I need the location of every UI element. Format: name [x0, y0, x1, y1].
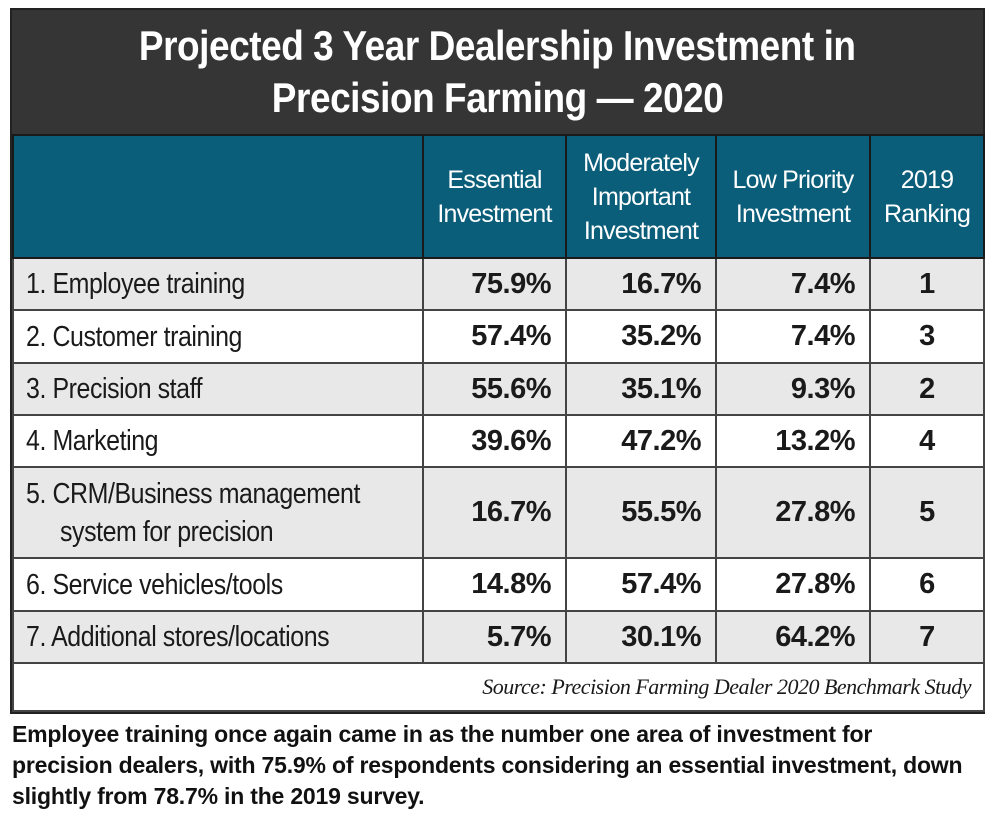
cell-rank_2019: 4: [869, 414, 985, 468]
header-low: Low Priority Investment: [715, 134, 871, 259]
row-label: 4. Marketing: [12, 414, 424, 468]
header-line: Ranking: [883, 199, 971, 228]
cell-essential: 16.7%: [422, 466, 567, 559]
title-line-1: Projected 3 Year Dealership Investment i…: [139, 22, 856, 69]
cell-moderate: 30.1%: [565, 610, 717, 664]
row-label: 1. Employee training: [12, 257, 424, 311]
header-line: Investment: [583, 216, 699, 245]
title-line-2: Precision Farming — 2020: [271, 74, 724, 121]
table-row: 6. Service vehicles/tools 14.8% 57.4% 27.8%…: [12, 557, 985, 612]
caption: Employee training once again came in as …: [12, 721, 963, 809]
header-line: Important: [591, 182, 691, 211]
row-label: 6. Service vehicles/tools: [12, 557, 424, 612]
cell-moderate: 57.4%: [565, 557, 717, 612]
header-moderate: Moderately Important Investment: [565, 134, 717, 259]
investment-table-figure: Projected 3 Year Dealership Investment i…: [10, 8, 985, 714]
cell-low: 7.4%: [715, 309, 871, 364]
table-row: 7. Additional stores/locations 5.7% 30.1% 6…: [12, 610, 985, 664]
row-label-text: 3. Precision staff: [26, 373, 203, 405]
row-label-text: 5. CRM/Business management: [26, 477, 360, 510]
cell-moderate: 16.7%: [565, 257, 717, 311]
table-row: 3. Precision staff 55.6% 35.1% 9.3% 2: [12, 362, 985, 416]
cell-rank_2019: 6: [869, 557, 985, 612]
header-line: Moderately: [583, 148, 699, 177]
row-label: 5. CRM/Business management system for pre…: [12, 466, 424, 559]
source-row: Source: Precision Farming Dealer 2020 Be…: [12, 662, 985, 712]
header-row: Essential Investment Moderately Important I…: [12, 134, 985, 259]
header-line: Investment: [735, 199, 851, 228]
row-label-text: system for precision: [60, 515, 274, 548]
table-row: 5. CRM/Business management system for pre…: [12, 466, 985, 559]
table-row: 1. Employee training 75.9% 16.7% 7.4% 1: [12, 257, 985, 311]
row-label: 7. Additional stores/locations: [12, 610, 424, 664]
header-essential: Essential Investment: [422, 134, 567, 259]
cell-essential: 14.8%: [422, 557, 567, 612]
cell-moderate: 55.5%: [565, 466, 717, 559]
header-line: Essential: [447, 165, 542, 194]
header-rank: 2019 Ranking: [869, 134, 985, 259]
row-label-text: 7. Additional stores/locations: [26, 621, 330, 653]
cell-low: 7.4%: [715, 257, 871, 311]
cell-essential: 39.6%: [422, 414, 567, 468]
cell-low: 64.2%: [715, 610, 871, 664]
cell-essential: 75.9%: [422, 257, 567, 311]
cell-rank_2019: 7: [869, 610, 985, 664]
data-table: Essential Investment Moderately Important I…: [12, 134, 985, 712]
cell-rank_2019: 3: [869, 309, 985, 364]
row-label-text: 4. Marketing: [26, 425, 159, 457]
table-row: 4. Marketing 39.6% 47.2% 13.2% 4: [12, 414, 985, 468]
row-label-text: 1. Employee training: [26, 268, 245, 300]
row-label-text: 6. Service vehicles/tools: [26, 568, 283, 601]
header-line: Low Priority: [732, 165, 855, 194]
row-label-line: 5. CRM/Business management: [26, 475, 408, 513]
cell-essential: 57.4%: [422, 309, 567, 364]
cell-moderate: 47.2%: [565, 414, 717, 468]
cell-low: 13.2%: [715, 414, 871, 468]
cell-low: 9.3%: [715, 362, 871, 416]
row-label: 3. Precision staff: [12, 362, 424, 416]
header-line: 2019: [900, 165, 954, 194]
cell-low: 27.8%: [715, 466, 871, 559]
header-blank: [12, 134, 424, 259]
cell-moderate: 35.1%: [565, 362, 717, 416]
cell-essential: 55.6%: [422, 362, 567, 416]
header-line: Investment: [437, 199, 552, 228]
cell-rank_2019: 1: [869, 257, 985, 311]
cell-essential: 5.7%: [422, 610, 567, 664]
table-title: Projected 3 Year Dealership Investment i…: [12, 10, 983, 134]
table-row: 2. Customer training 57.4% 35.2% 7.4% 3: [12, 309, 985, 364]
source-note: Source: Precision Farming Dealer 2020 Be…: [12, 662, 985, 712]
cell-moderate: 35.2%: [565, 309, 717, 364]
row-label-line: system for precision: [26, 513, 408, 551]
row-label-text: 2. Customer training: [26, 320, 242, 353]
row-label: 2. Customer training: [12, 309, 424, 364]
cell-low: 27.8%: [715, 557, 871, 612]
cell-rank_2019: 2: [869, 362, 985, 416]
cell-rank_2019: 5: [869, 466, 985, 559]
